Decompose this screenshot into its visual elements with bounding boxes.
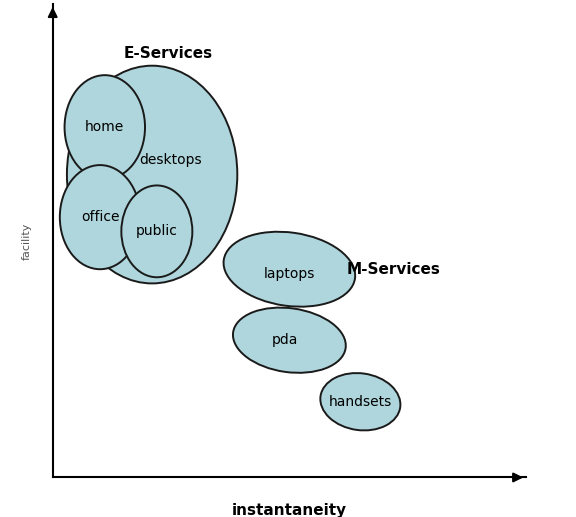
Text: instantaneity: instantaneity — [232, 503, 347, 517]
Text: facility: facility — [22, 222, 32, 260]
Text: E-Services: E-Services — [124, 47, 213, 62]
Ellipse shape — [60, 165, 141, 269]
Ellipse shape — [233, 308, 346, 373]
Ellipse shape — [320, 373, 400, 431]
Ellipse shape — [223, 232, 355, 307]
Text: handsets: handsets — [329, 395, 392, 409]
Text: public: public — [136, 224, 178, 238]
Text: laptops: laptops — [264, 267, 315, 281]
Ellipse shape — [122, 186, 192, 277]
Ellipse shape — [65, 75, 145, 179]
Text: M-Services: M-Services — [347, 262, 441, 277]
Text: office: office — [81, 210, 119, 224]
Text: pda: pda — [271, 333, 298, 347]
Ellipse shape — [67, 66, 237, 283]
Text: desktops: desktops — [140, 154, 202, 168]
Text: home: home — [85, 120, 124, 134]
